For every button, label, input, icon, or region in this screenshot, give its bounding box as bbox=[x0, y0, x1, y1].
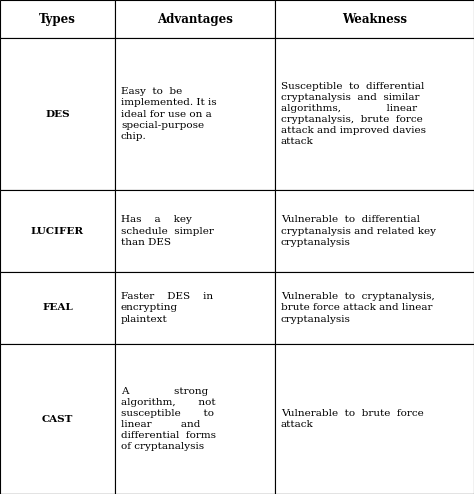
Bar bbox=[0, 38, 115, 190]
Bar bbox=[115, 0, 275, 38]
Bar bbox=[0, 344, 115, 494]
Text: Vulnerable  to  differential
cryptanalysis and related key
cryptanalysis: Vulnerable to differential cryptanalysis… bbox=[281, 215, 436, 247]
Text: Susceptible  to  differential
cryptanalysis  and  similar
algorithms,           : Susceptible to differential cryptanalysi… bbox=[281, 82, 426, 146]
Bar bbox=[115, 190, 275, 272]
Bar bbox=[115, 38, 275, 190]
Text: Weakness: Weakness bbox=[342, 12, 407, 26]
Text: Faster    DES    in
encrypting
plaintext: Faster DES in encrypting plaintext bbox=[121, 292, 213, 324]
Bar bbox=[0, 190, 115, 272]
Bar bbox=[275, 0, 474, 38]
Text: Advantages: Advantages bbox=[157, 12, 233, 26]
Bar bbox=[115, 344, 275, 494]
Text: Vulnerable  to  brute  force
attack: Vulnerable to brute force attack bbox=[281, 409, 424, 429]
Text: LUCIFER: LUCIFER bbox=[31, 227, 84, 236]
Text: Has    a    key
schedule  simpler
than DES: Has a key schedule simpler than DES bbox=[121, 215, 214, 247]
Bar bbox=[0, 0, 115, 38]
Text: DES: DES bbox=[45, 110, 70, 119]
Bar bbox=[115, 272, 275, 344]
Text: Types: Types bbox=[39, 12, 76, 26]
Bar bbox=[0, 272, 115, 344]
Bar bbox=[275, 38, 474, 190]
Bar bbox=[275, 272, 474, 344]
Text: Vulnerable  to  cryptanalysis,
brute force attack and linear
cryptanalysis: Vulnerable to cryptanalysis, brute force… bbox=[281, 292, 435, 324]
Bar bbox=[275, 190, 474, 272]
Text: Easy  to  be
implemented. It is
ideal for use on a
special-purpose
chip.: Easy to be implemented. It is ideal for … bbox=[121, 87, 217, 141]
Text: FEAL: FEAL bbox=[42, 303, 73, 313]
Text: CAST: CAST bbox=[42, 414, 73, 423]
Bar bbox=[275, 344, 474, 494]
Text: A              strong
algorithm,       not
susceptible       to
linear         a: A strong algorithm, not susceptible to l… bbox=[121, 387, 216, 451]
